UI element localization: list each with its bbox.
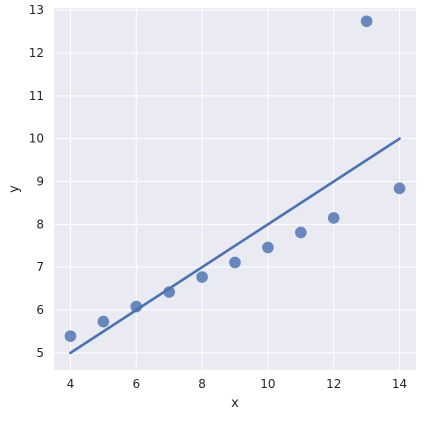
data-point [229,256,241,269]
y-tick-label: 10 [29,132,44,146]
data-point [196,271,208,283]
data-point [130,300,143,313]
y-tick-label: 5 [36,346,44,360]
x-tick-label: 4 [67,377,75,391]
x-tick-label: 10 [260,377,275,391]
x-axis-label: x [231,396,239,411]
x-tick-label: 12 [326,377,341,391]
data-point [64,330,77,342]
y-tick-label: 12 [29,46,44,60]
x-tick-label: 8 [198,377,206,391]
y-axis-label: y [7,185,22,193]
y-tick-label: 11 [29,89,44,103]
y-tick-label: 7 [36,260,44,274]
data-point [262,241,274,254]
x-tick-label: 6 [132,377,140,391]
tick-labels: 4 6 8 10 12 14 5 6 7 8 9 10 11 12 13 [29,3,407,391]
data-point [360,15,373,28]
chart-marks [64,15,406,355]
y-tick-label: 8 [36,217,44,231]
data-point [295,226,307,239]
data-point [393,182,406,195]
x-tick-label: 14 [392,377,407,391]
fit-line [69,137,401,355]
plot-area [54,8,416,370]
y-tick-label: 9 [36,175,44,189]
y-tick-label: 6 [36,303,44,317]
data-point [163,286,175,298]
y-tick-label: 13 [29,3,44,17]
data-point [97,315,110,328]
data-point [327,212,340,224]
